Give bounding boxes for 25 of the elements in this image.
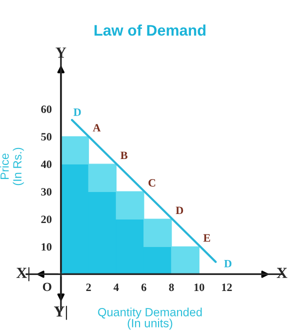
y-tick-label: 40 xyxy=(40,160,52,168)
annotation: B xyxy=(120,152,128,159)
annotation: D xyxy=(74,108,81,116)
annotation: C xyxy=(148,179,156,187)
y-tick-label: 10 xyxy=(42,243,52,251)
x-tick-label: 6 xyxy=(141,284,146,292)
x-tick-label: 4 xyxy=(114,284,119,291)
x-tick-label: 2 xyxy=(86,284,91,291)
annotation: D xyxy=(224,260,232,268)
x-axis-title: Quantity Demanded (In units) xyxy=(98,308,202,330)
chart-title: Law of Demand xyxy=(94,24,206,36)
y-axis-title: Price (In Rs.) xyxy=(0,148,24,186)
y-tick-label: 50 xyxy=(41,133,52,141)
x-tick-label: 12 xyxy=(222,284,232,291)
x-tick-label: 8 xyxy=(169,284,174,292)
annotation: A xyxy=(92,124,101,132)
y-tick-label: 20 xyxy=(41,216,52,224)
annotation: E xyxy=(203,234,210,242)
annotation: D xyxy=(176,206,184,214)
x-tick-label: 10 xyxy=(194,284,204,292)
annotation: O xyxy=(42,282,52,292)
y-tick-label: 30 xyxy=(41,188,52,196)
annotation: Y| xyxy=(54,306,67,320)
y-tick-label: 60 xyxy=(41,105,52,113)
annotation: X| xyxy=(16,267,30,282)
